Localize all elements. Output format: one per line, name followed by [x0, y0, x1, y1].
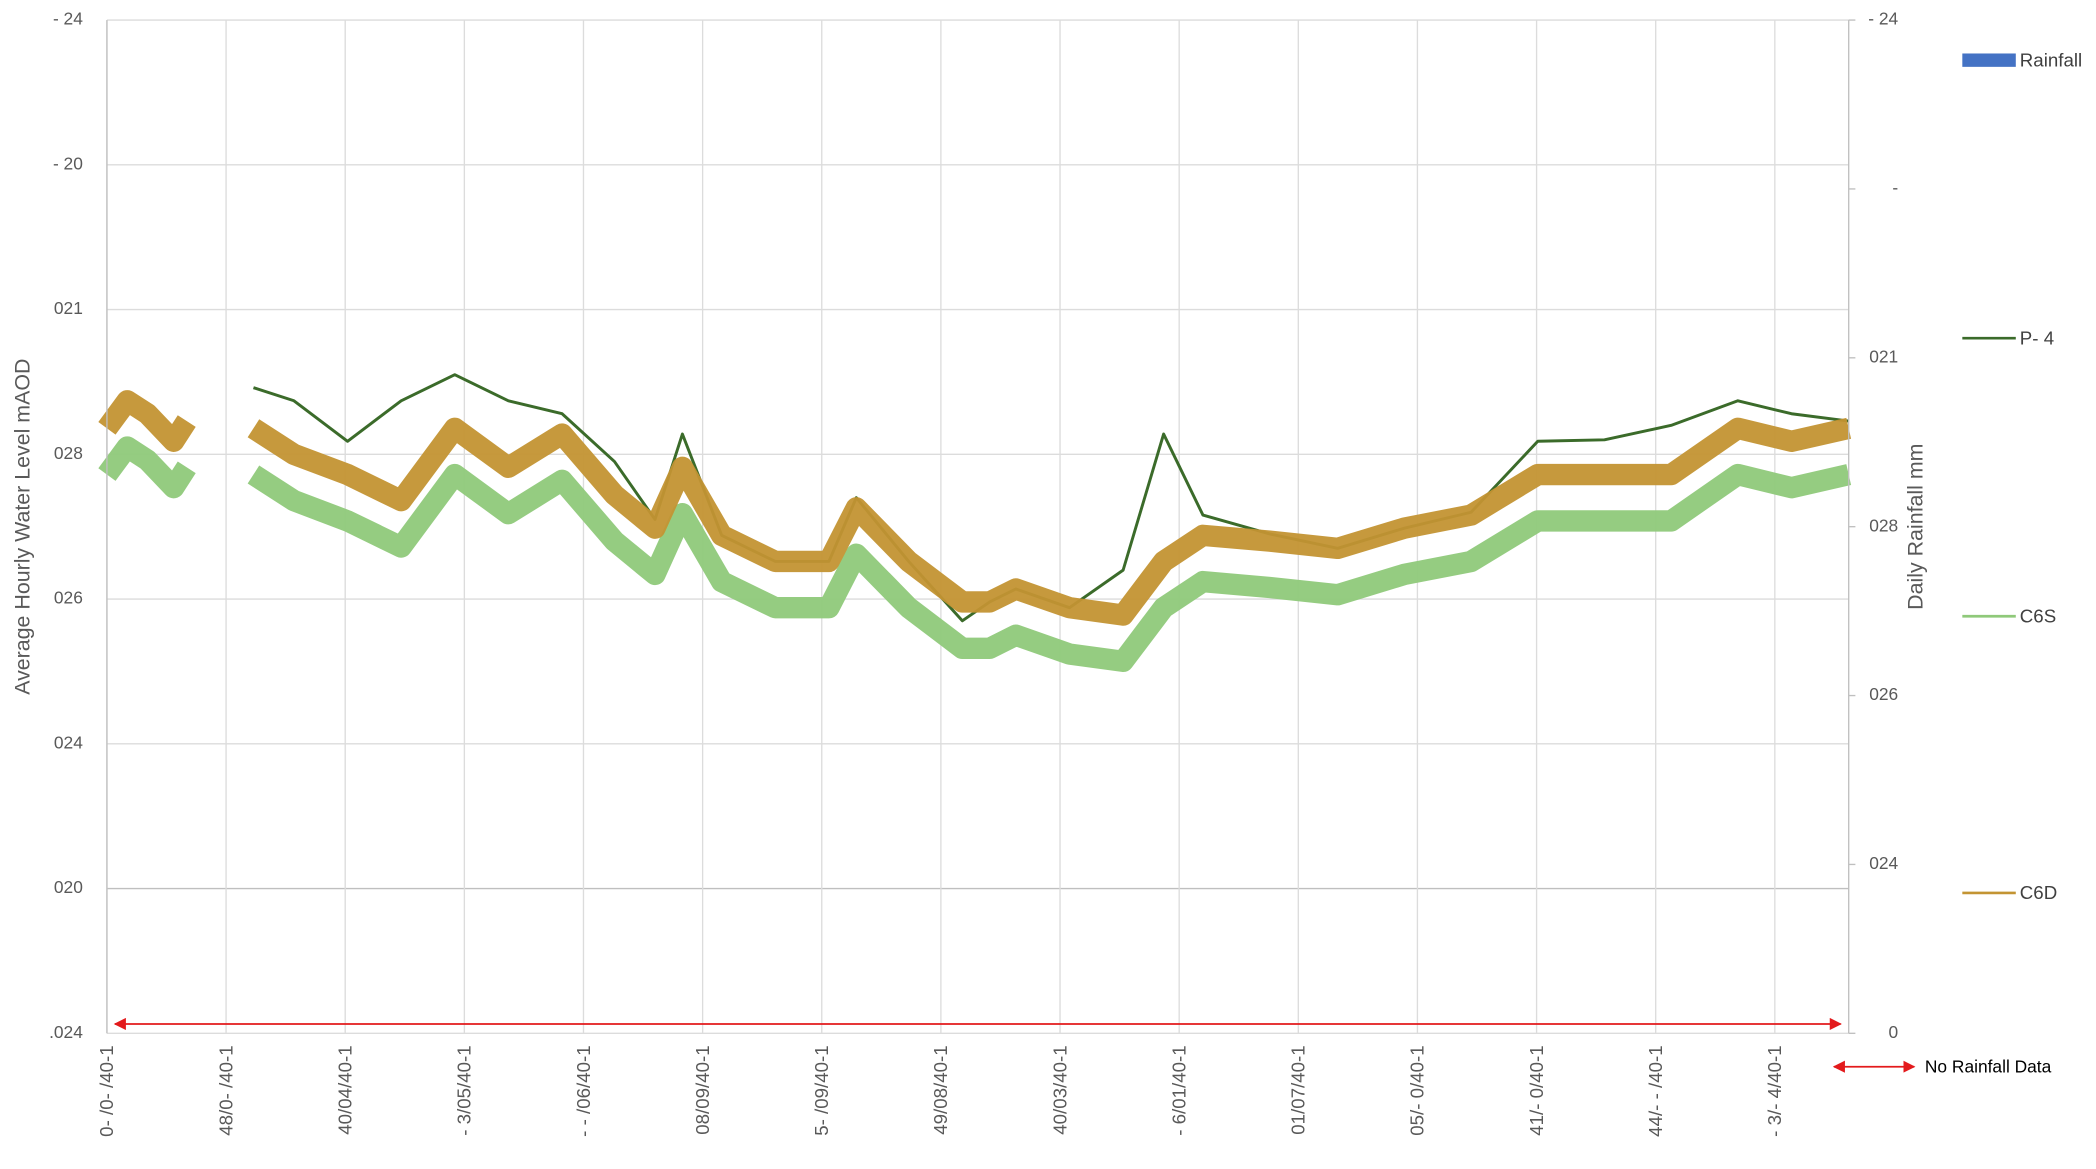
x-tick-label: 44/- - /40-1 [1645, 1045, 1666, 1136]
y2-tick-label: - [1892, 178, 1898, 198]
y2-tick-label: 021 [1869, 346, 1898, 366]
y-tick-label: 024 [54, 732, 83, 752]
plot-area [98, 373, 1852, 672]
y-tick-label: 020 [54, 877, 83, 897]
legend-swatch [1962, 53, 2016, 67]
x-tick-label: - 3/- 4/40-1 [1764, 1045, 1785, 1136]
series-line [98, 390, 1852, 626]
legend-label: C6D [2020, 882, 2057, 903]
y-tick-label: 028 [54, 443, 83, 463]
x-tick-label: 40/04/40-1 [334, 1045, 355, 1134]
legend-label: C6S [2020, 606, 2056, 627]
grid [106, 19, 1849, 1034]
y2-axis-title: Daily Rainfall mm [1904, 444, 1928, 610]
legend-label: Rainfall [2020, 49, 2082, 70]
x-tick-label: 0- /0- /40-1 [96, 1045, 117, 1136]
y2-tick-label: 028 [1869, 515, 1898, 535]
x-tick-label: 48/0- /40-1 [215, 1045, 236, 1135]
y-tick-label: 026 [54, 588, 83, 608]
x-tick-label: 49/08/40-1 [930, 1045, 951, 1134]
x-tick-label: 01/07/40-1 [1288, 1045, 1309, 1134]
y-tick-label: .024 [49, 1022, 83, 1042]
series-line [98, 436, 1852, 672]
y-tick-label: 021 [54, 298, 83, 318]
x-tick-label: 41/- 0/40-1 [1526, 1045, 1547, 1135]
annotation: No Rainfall Data [1925, 1057, 2052, 1077]
y2-tick-label: - 24 [1868, 9, 1898, 29]
y-tick-label: - 24 [53, 9, 83, 29]
y2-tick-label: 026 [1869, 684, 1898, 704]
y-axis-title: Average Hourly Water Level mAOD [11, 359, 35, 695]
x-tick-label: 5- /09/40-1 [811, 1045, 832, 1135]
x-tick-label: - 3/05/40-1 [454, 1045, 475, 1135]
legend-label: P- 4 [2020, 327, 2054, 348]
x-tick-label: 40/03/40-1 [1049, 1045, 1070, 1134]
y2-tick-label: 024 [1869, 853, 1898, 873]
y-tick-label: - 20 [53, 153, 83, 173]
y2-tick-label: 0 [1889, 1022, 1899, 1042]
x-tick-label: 08/09/40-1 [692, 1045, 713, 1134]
x-tick-label: 05/- 0/40-1 [1407, 1045, 1428, 1135]
x-tick-label: - 6/01/40-1 [1168, 1045, 1189, 1135]
x-tick-label: - - /06/40-1 [573, 1045, 594, 1136]
